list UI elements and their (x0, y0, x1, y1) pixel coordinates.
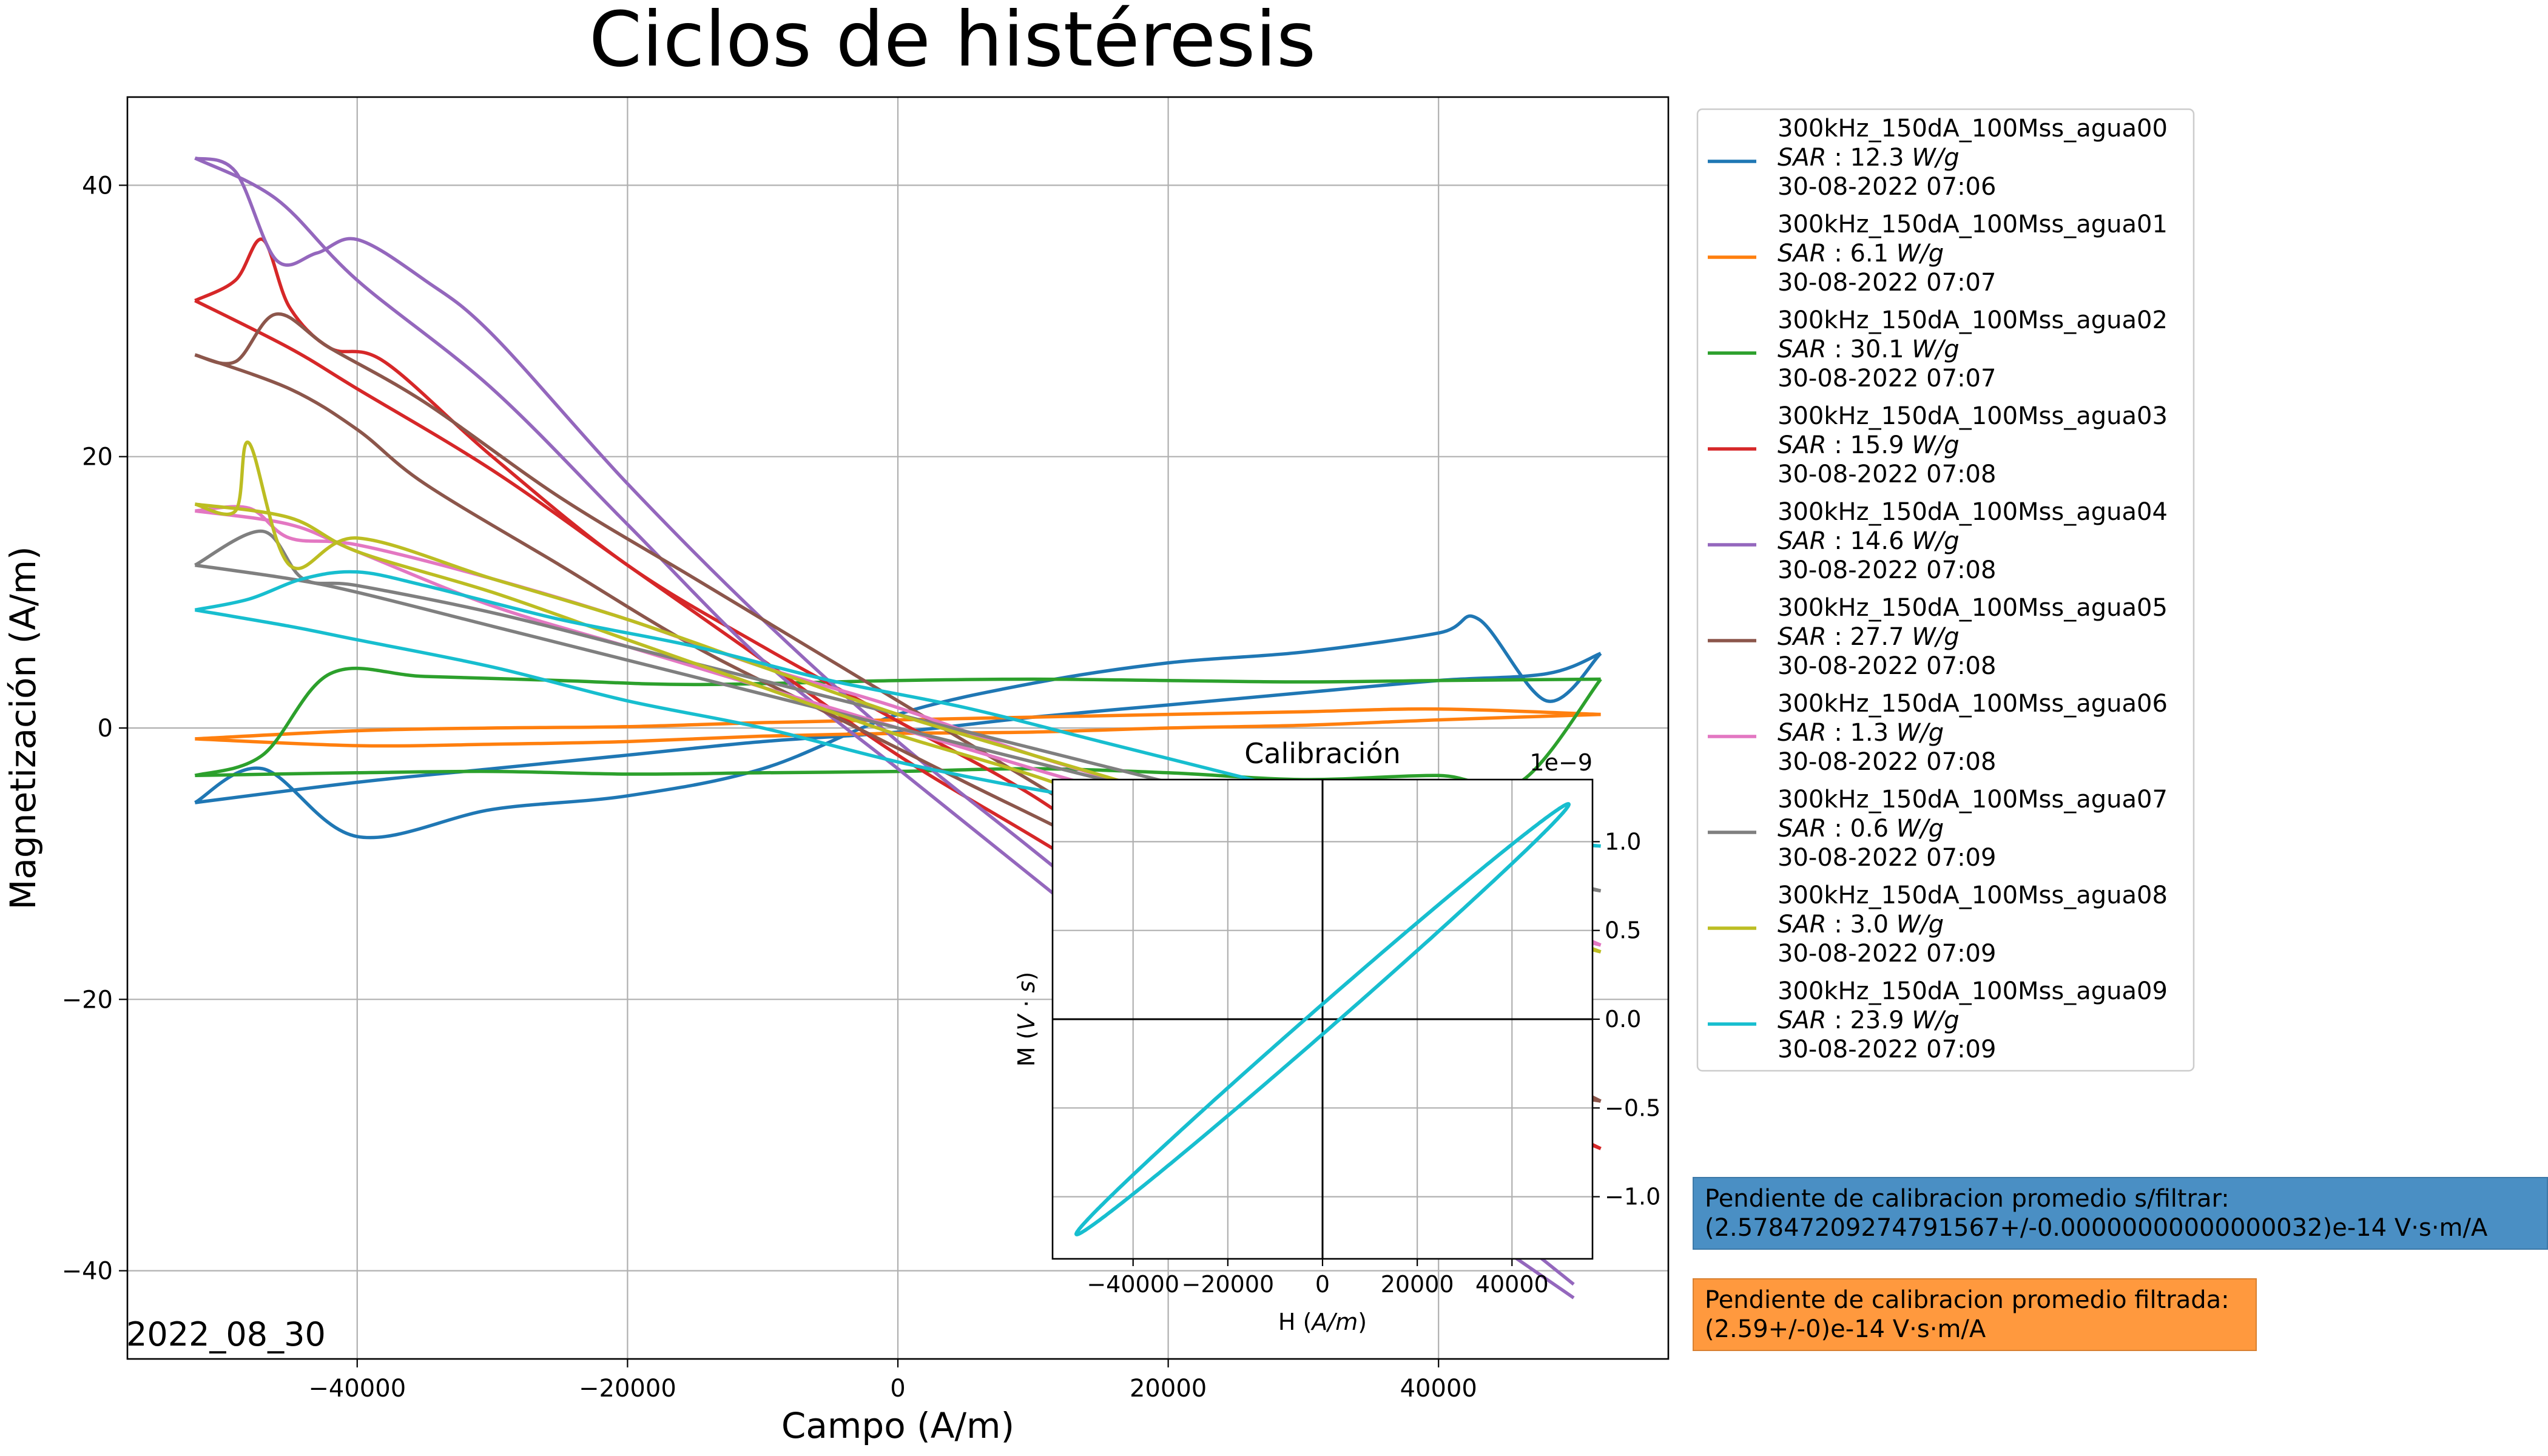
legend-sar: SAR : 27.7 W/g (1778, 623, 1960, 651)
legend-timestamp: 30-08-2022 07:08 (1778, 748, 1996, 776)
legend-series-name: 300kHz_150dA_100Mss_agua00 (1778, 115, 2168, 143)
inset-x-tick-label: 0 (1315, 1271, 1330, 1298)
filtered-note-line2: (2.59+/-0)e-14 V·s·m/A (1705, 1315, 1986, 1343)
inset-y-tick-label: 1.0 (1605, 828, 1641, 855)
legend-series-name: 300kHz_150dA_100Mss_agua04 (1778, 498, 2168, 526)
calibration-loop-line (1074, 802, 1571, 1236)
legend-series-name: 300kHz_150dA_100Mss_agua06 (1778, 690, 2168, 718)
inset-grid (1053, 780, 1592, 1259)
filtered-note-line1: Pendiente de calibracion promedio filtra… (1705, 1286, 2230, 1314)
x-tick-label: −40000 (308, 1375, 406, 1403)
date-stamp: 2022_08_30 (126, 1315, 326, 1353)
inset-x-tick-label: 40000 (1475, 1271, 1549, 1298)
legend-timestamp: 30-08-2022 07:09 (1778, 844, 1996, 872)
legend-series-name: 300kHz_150dA_100Mss_agua02 (1778, 306, 2168, 334)
legend-timestamp: 30-08-2022 07:08 (1778, 652, 1996, 680)
filtered-slope-note: Pendiente de calibracion promedio filtra… (1693, 1278, 2257, 1351)
legend-sar: SAR : 6.1 W/g (1778, 240, 1944, 268)
legend-sar: SAR : 12.3 W/g (1778, 144, 1960, 172)
legend-frame (1696, 108, 2195, 1072)
y-tick-label: −40 (62, 1258, 113, 1286)
x-tick-label: 20000 (1130, 1375, 1207, 1403)
legend-sar: SAR : 23.9 W/g (1778, 1006, 1960, 1034)
inset-x-tick-label: −20000 (1181, 1271, 1274, 1298)
legend-series-name: 300kHz_150dA_100Mss_agua07 (1778, 786, 2168, 814)
unfiltered-slope-note: Pendiente de calibracion promedio s/filt… (1693, 1177, 2548, 1250)
x-tick-label: −20000 (579, 1375, 676, 1403)
series-line-agua02-lower (195, 678, 1602, 790)
legend-timestamp: 30-08-2022 07:06 (1778, 173, 1996, 201)
inset-x-label: H (A/m) (1278, 1309, 1367, 1335)
legend-timestamp: 30-08-2022 07:07 (1778, 269, 1996, 297)
legend-timestamp: 30-08-2022 07:09 (1778, 940, 1996, 968)
chart-title: Ciclos de histéresis (589, 0, 1316, 84)
legend-sar: SAR : 15.9 W/g (1778, 431, 1960, 459)
unfiltered-note-line1: Pendiente de calibracion promedio s/filt… (1705, 1185, 2230, 1213)
calibration-inset: −40000 −20000 0 20000 40000 −1.0 −0.5 0.0 0.5 1.0… (1013, 737, 1660, 1335)
y-tick-label: −20 (62, 986, 113, 1014)
y-tick-label: 20 (82, 443, 113, 471)
inset-title: Calibración (1244, 737, 1401, 770)
legend-sar: SAR : 30.1 W/g (1778, 335, 1960, 363)
inset-x-tick-label: −40000 (1087, 1271, 1179, 1298)
unfiltered-note-line2: (2.57847209274791567+/-0.000000000000000… (1705, 1214, 2488, 1242)
legend-series-name: 300kHz_150dA_100Mss_agua03 (1778, 402, 2168, 430)
legend-sar: SAR : 14.6 W/g (1778, 527, 1960, 555)
inset-y-label: M (V · s) (1013, 972, 1040, 1067)
legend-sar: SAR : 0.6 W/g (1778, 815, 1944, 843)
legend-timestamp: 30-08-2022 07:08 (1778, 460, 1996, 488)
legend-series-name: 300kHz_150dA_100Mss_agua08 (1778, 881, 2168, 909)
x-axis-title: Campo (A/m) (781, 1405, 1014, 1446)
legend-series-name: 300kHz_150dA_100Mss_agua05 (1778, 594, 2168, 622)
inset-ticks: −40000 −20000 0 20000 40000 −1.0 −0.5 0.0 0.5 1.0 (1087, 828, 1660, 1298)
x-tick-label: 0 (890, 1375, 905, 1403)
inset-y-tick-label: −0.5 (1605, 1094, 1660, 1121)
y-tick-label: 0 (98, 715, 113, 743)
inset-series-group (1074, 802, 1571, 1236)
legend-timestamp: 30-08-2022 07:07 (1778, 365, 1996, 393)
x-tick-label: 40000 (1400, 1375, 1477, 1403)
y-axis-title: Magnetización (A/m) (2, 546, 44, 909)
inset-scale-label: 1e−9 (1529, 749, 1592, 776)
inset-y-tick-label: 0.5 (1605, 917, 1641, 944)
legend-sar: SAR : 1.3 W/g (1778, 719, 1944, 747)
legend-sar: SAR : 3.0 W/g (1778, 911, 1944, 939)
legend-series-name: 300kHz_150dA_100Mss_agua01 (1778, 211, 2168, 238)
y-tick-label: 40 (82, 172, 113, 200)
inset-x-tick-label: 20000 (1381, 1271, 1454, 1298)
inset-y-tick-label: −1.0 (1605, 1184, 1660, 1210)
inset-y-tick-label: 0.0 (1605, 1006, 1641, 1033)
legend-series-name: 300kHz_150dA_100Mss_agua09 (1778, 977, 2168, 1005)
legend-timestamp: 30-08-2022 07:08 (1778, 556, 1996, 584)
legend-timestamp: 30-08-2022 07:09 (1778, 1036, 1996, 1063)
